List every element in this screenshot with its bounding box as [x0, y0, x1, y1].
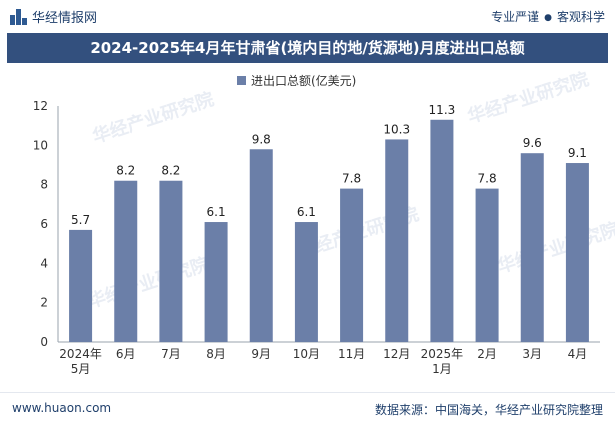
x-tick-label: 2月 — [477, 347, 497, 361]
data-label: 8.2 — [161, 164, 180, 178]
bar — [430, 119, 454, 342]
dot-separator-icon: ● — [544, 13, 552, 23]
x-tick-label: 12月 — [383, 347, 410, 361]
x-tick-label: 6月 — [116, 347, 136, 361]
data-label: 9.6 — [523, 136, 542, 150]
legend-label: 进出口总额(亿美元) — [251, 73, 356, 88]
bar-chart-icon — [10, 8, 27, 25]
tagline: 专业严谨 ● 客观科学 — [491, 8, 605, 25]
bar — [520, 153, 544, 342]
footer: www.huaon.com 数据来源：中国海关，华经产业研究院整理 — [0, 392, 615, 428]
y-tick-label: 0 — [40, 335, 48, 349]
bar — [114, 180, 138, 342]
data-source: 数据来源：中国海关，华经产业研究院整理 — [374, 403, 603, 417]
x-tick-label: 11月 — [338, 347, 365, 361]
watermark-text: 华经产业研究院 — [465, 68, 592, 128]
data-label: 6.1 — [207, 205, 226, 219]
x-tick-label: 2024年 — [59, 347, 102, 361]
data-label: 9.8 — [252, 132, 271, 146]
top-bar: 华经情报网 专业严谨 ● 客观科学 — [0, 0, 615, 32]
bar — [475, 188, 499, 342]
chart-title: 2024-2025年4月年甘肃省(境内目的地/货源地)月度进出口总额 — [7, 33, 608, 63]
bar — [294, 222, 318, 342]
x-tick-label: 1月 — [432, 362, 452, 376]
data-label: 8.2 — [116, 164, 135, 178]
watermark-text: 华经产业研究院 — [495, 218, 615, 278]
x-tick-label: 10月 — [293, 347, 320, 361]
brand-name: 华经情报网 — [32, 11, 98, 26]
watermark-text: 华经产业研究院 — [85, 253, 212, 313]
data-label: 9.1 — [568, 146, 587, 160]
brand: 华经情报网 — [10, 7, 97, 26]
data-label: 11.3 — [429, 103, 456, 117]
bar — [249, 149, 273, 342]
bar — [159, 180, 183, 342]
x-tick-label: 3月 — [522, 347, 542, 361]
tag-2: 客观科学 — [556, 10, 605, 24]
y-tick-label: 4 — [40, 256, 48, 270]
y-tick-label: 10 — [33, 138, 48, 152]
bar — [340, 188, 364, 342]
tag-1: 专业严谨 — [491, 10, 540, 24]
data-label: 5.7 — [71, 213, 90, 227]
x-tick-label: 4月 — [568, 347, 588, 361]
x-tick-label: 2025年 — [421, 347, 464, 361]
bar — [385, 139, 409, 342]
y-tick-label: 6 — [40, 217, 48, 231]
y-tick-label: 2 — [40, 296, 48, 310]
x-tick-label: 8月 — [206, 347, 226, 361]
x-tick-label: 5月 — [71, 362, 91, 376]
data-label: 7.8 — [478, 172, 497, 186]
y-tick-label: 12 — [33, 99, 48, 113]
bar-chart: 华经产业研究院华经产业研究院华经产业研究院华经产业研究院华经产业研究院进出口总额… — [33, 68, 615, 376]
x-tick-label: 9月 — [251, 347, 271, 361]
data-label: 7.8 — [342, 172, 361, 186]
x-tick-label: 7月 — [161, 347, 181, 361]
bar — [204, 222, 228, 342]
legend-swatch — [237, 76, 246, 85]
data-label: 10.3 — [383, 122, 410, 136]
y-tick-label: 8 — [40, 178, 48, 192]
bar — [69, 229, 93, 342]
watermark-text: 华经产业研究院 — [90, 88, 217, 148]
website-link[interactable]: www.huaon.com — [12, 401, 112, 415]
data-label: 6.1 — [297, 205, 316, 219]
bar — [565, 163, 589, 342]
